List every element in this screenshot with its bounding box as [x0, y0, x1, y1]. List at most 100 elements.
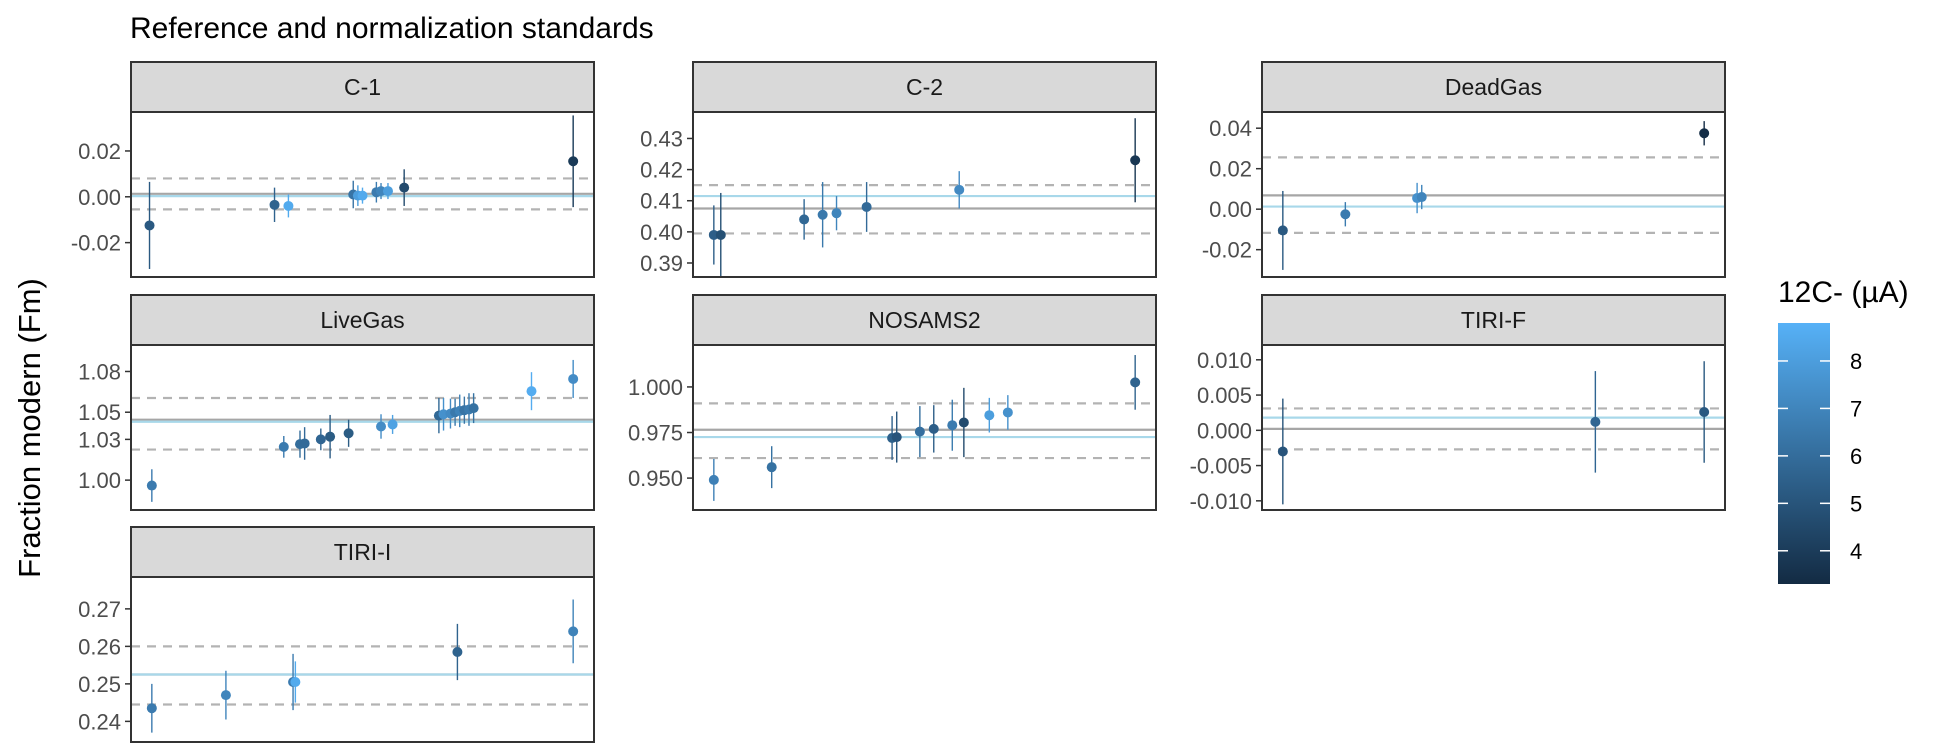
strip-background [1261, 294, 1726, 346]
data-point [526, 386, 537, 397]
y-tick-label: 0.27 [78, 597, 121, 622]
data-point [984, 410, 995, 421]
data-point [954, 184, 965, 195]
panel-plot-area [693, 118, 1156, 277]
data-point [958, 417, 969, 428]
y-tick-label: -0.02 [1202, 238, 1252, 263]
y-tick-label: 1.03 [78, 427, 121, 452]
strip-label: DeadGas [1445, 74, 1542, 100]
strip-background [1261, 61, 1726, 113]
data-point [715, 229, 726, 240]
legend-title: 12C- (µA) [1778, 276, 1909, 309]
y-tick-label: -0.005 [1190, 454, 1252, 479]
data-point [269, 199, 280, 210]
panels: C-1 -0.02 0.00 0.02 C-2 0.39 0.40 0.41 0.42 0.43 D… [71, 61, 1726, 743]
y-tick-label: -0.02 [71, 231, 121, 256]
data-point [376, 186, 387, 197]
panel-border [130, 344, 595, 511]
data-point [568, 626, 579, 637]
data-point [799, 214, 810, 225]
strip-label: TIRI-I [334, 539, 392, 565]
data-point [568, 373, 579, 384]
y-tick-label: 0.04 [1209, 116, 1252, 141]
legend-colorbar [1778, 323, 1830, 584]
y-tick-label: 0.40 [640, 220, 683, 245]
panel-border [130, 576, 595, 743]
data-point [452, 647, 463, 657]
panel-c-2: C-2 0.39 0.40 0.41 0.42 0.43 [640, 61, 1157, 278]
data-point [283, 200, 294, 211]
data-point [831, 208, 842, 219]
y-tick-label: 0.26 [78, 634, 121, 659]
data-point [382, 186, 393, 197]
data-point [1699, 128, 1710, 139]
y-tick-label: 0.975 [628, 421, 683, 446]
y-tick-label: -0.010 [1190, 489, 1252, 514]
y-tick-label: 0.43 [640, 126, 683, 151]
data-point [568, 156, 579, 167]
data-point [299, 438, 310, 449]
legend-tick-label: 4 [1850, 539, 1862, 564]
chart-title: Reference and normalization standards [130, 12, 654, 45]
data-point [1590, 416, 1601, 427]
data-point [766, 462, 777, 473]
data-point [817, 209, 828, 220]
y-tick-label: 0.41 [640, 189, 683, 214]
y-tick-label: 0.25 [78, 672, 121, 697]
panel-border [1261, 111, 1726, 278]
color-legend: 12C- (µA) 4 5 6 7 8 [1778, 276, 1909, 584]
strip-background [130, 61, 595, 113]
y-tick-label: 0.950 [628, 466, 683, 491]
strip-background [130, 294, 595, 346]
strip-label: NOSAMS2 [868, 307, 980, 333]
strip-background [130, 526, 595, 578]
y-tick-label: 0.02 [78, 139, 121, 164]
data-point [891, 432, 902, 443]
strip-label: C-1 [344, 74, 381, 100]
y-tick-label: 1.000 [628, 375, 683, 400]
strip-label: TIRI-F [1461, 307, 1526, 333]
data-point [1277, 225, 1288, 236]
panel-border [130, 111, 595, 278]
y-axis-label: Fraction modern (Fm) [12, 278, 47, 578]
data-point [146, 480, 157, 491]
panel-c-1: C-1 -0.02 0.00 0.02 [71, 61, 595, 278]
data-point [708, 229, 719, 240]
data-point [947, 420, 958, 431]
panel-background [693, 345, 1156, 510]
panel-plot-area [693, 355, 1156, 501]
data-point [1130, 155, 1141, 166]
y-tick-label: 1.00 [78, 468, 121, 493]
data-point [708, 474, 719, 485]
panel-background [693, 112, 1156, 277]
y-tick-label: 1.05 [78, 400, 121, 425]
panel-border [692, 344, 1157, 511]
data-point [861, 201, 872, 212]
data-point [1699, 406, 1710, 417]
data-point [1277, 446, 1288, 457]
data-point [278, 441, 289, 452]
legend-tick-label: 7 [1850, 396, 1862, 421]
y-tick-label: 0.42 [640, 158, 683, 183]
panel-background [131, 577, 594, 742]
y-tick-label: 0.000 [1197, 418, 1252, 443]
panel-background [1262, 345, 1725, 510]
data-point [343, 428, 354, 439]
panel-tiri-i: TIRI-I 0.24 0.25 0.26 0.27 [78, 526, 595, 743]
data-point [325, 431, 336, 442]
data-point [1002, 407, 1013, 418]
y-tick-label: 0.24 [78, 709, 121, 734]
y-tick-label: 1.08 [78, 359, 121, 384]
panel-plot-area [131, 115, 594, 269]
legend-tick-label: 5 [1850, 491, 1862, 516]
data-point [376, 421, 387, 432]
data-point [399, 182, 410, 193]
panel-border [1261, 344, 1726, 511]
panel-plot-area [1262, 361, 1725, 505]
panel-livegas: LiveGas 1.00 1.031.05 1.08 [78, 294, 595, 511]
strip-label: LiveGas [320, 307, 404, 333]
y-tick-label: 0.010 [1197, 348, 1252, 373]
y-tick-label: 0.02 [1209, 157, 1252, 182]
y-tick-label: 0.00 [1209, 197, 1252, 222]
